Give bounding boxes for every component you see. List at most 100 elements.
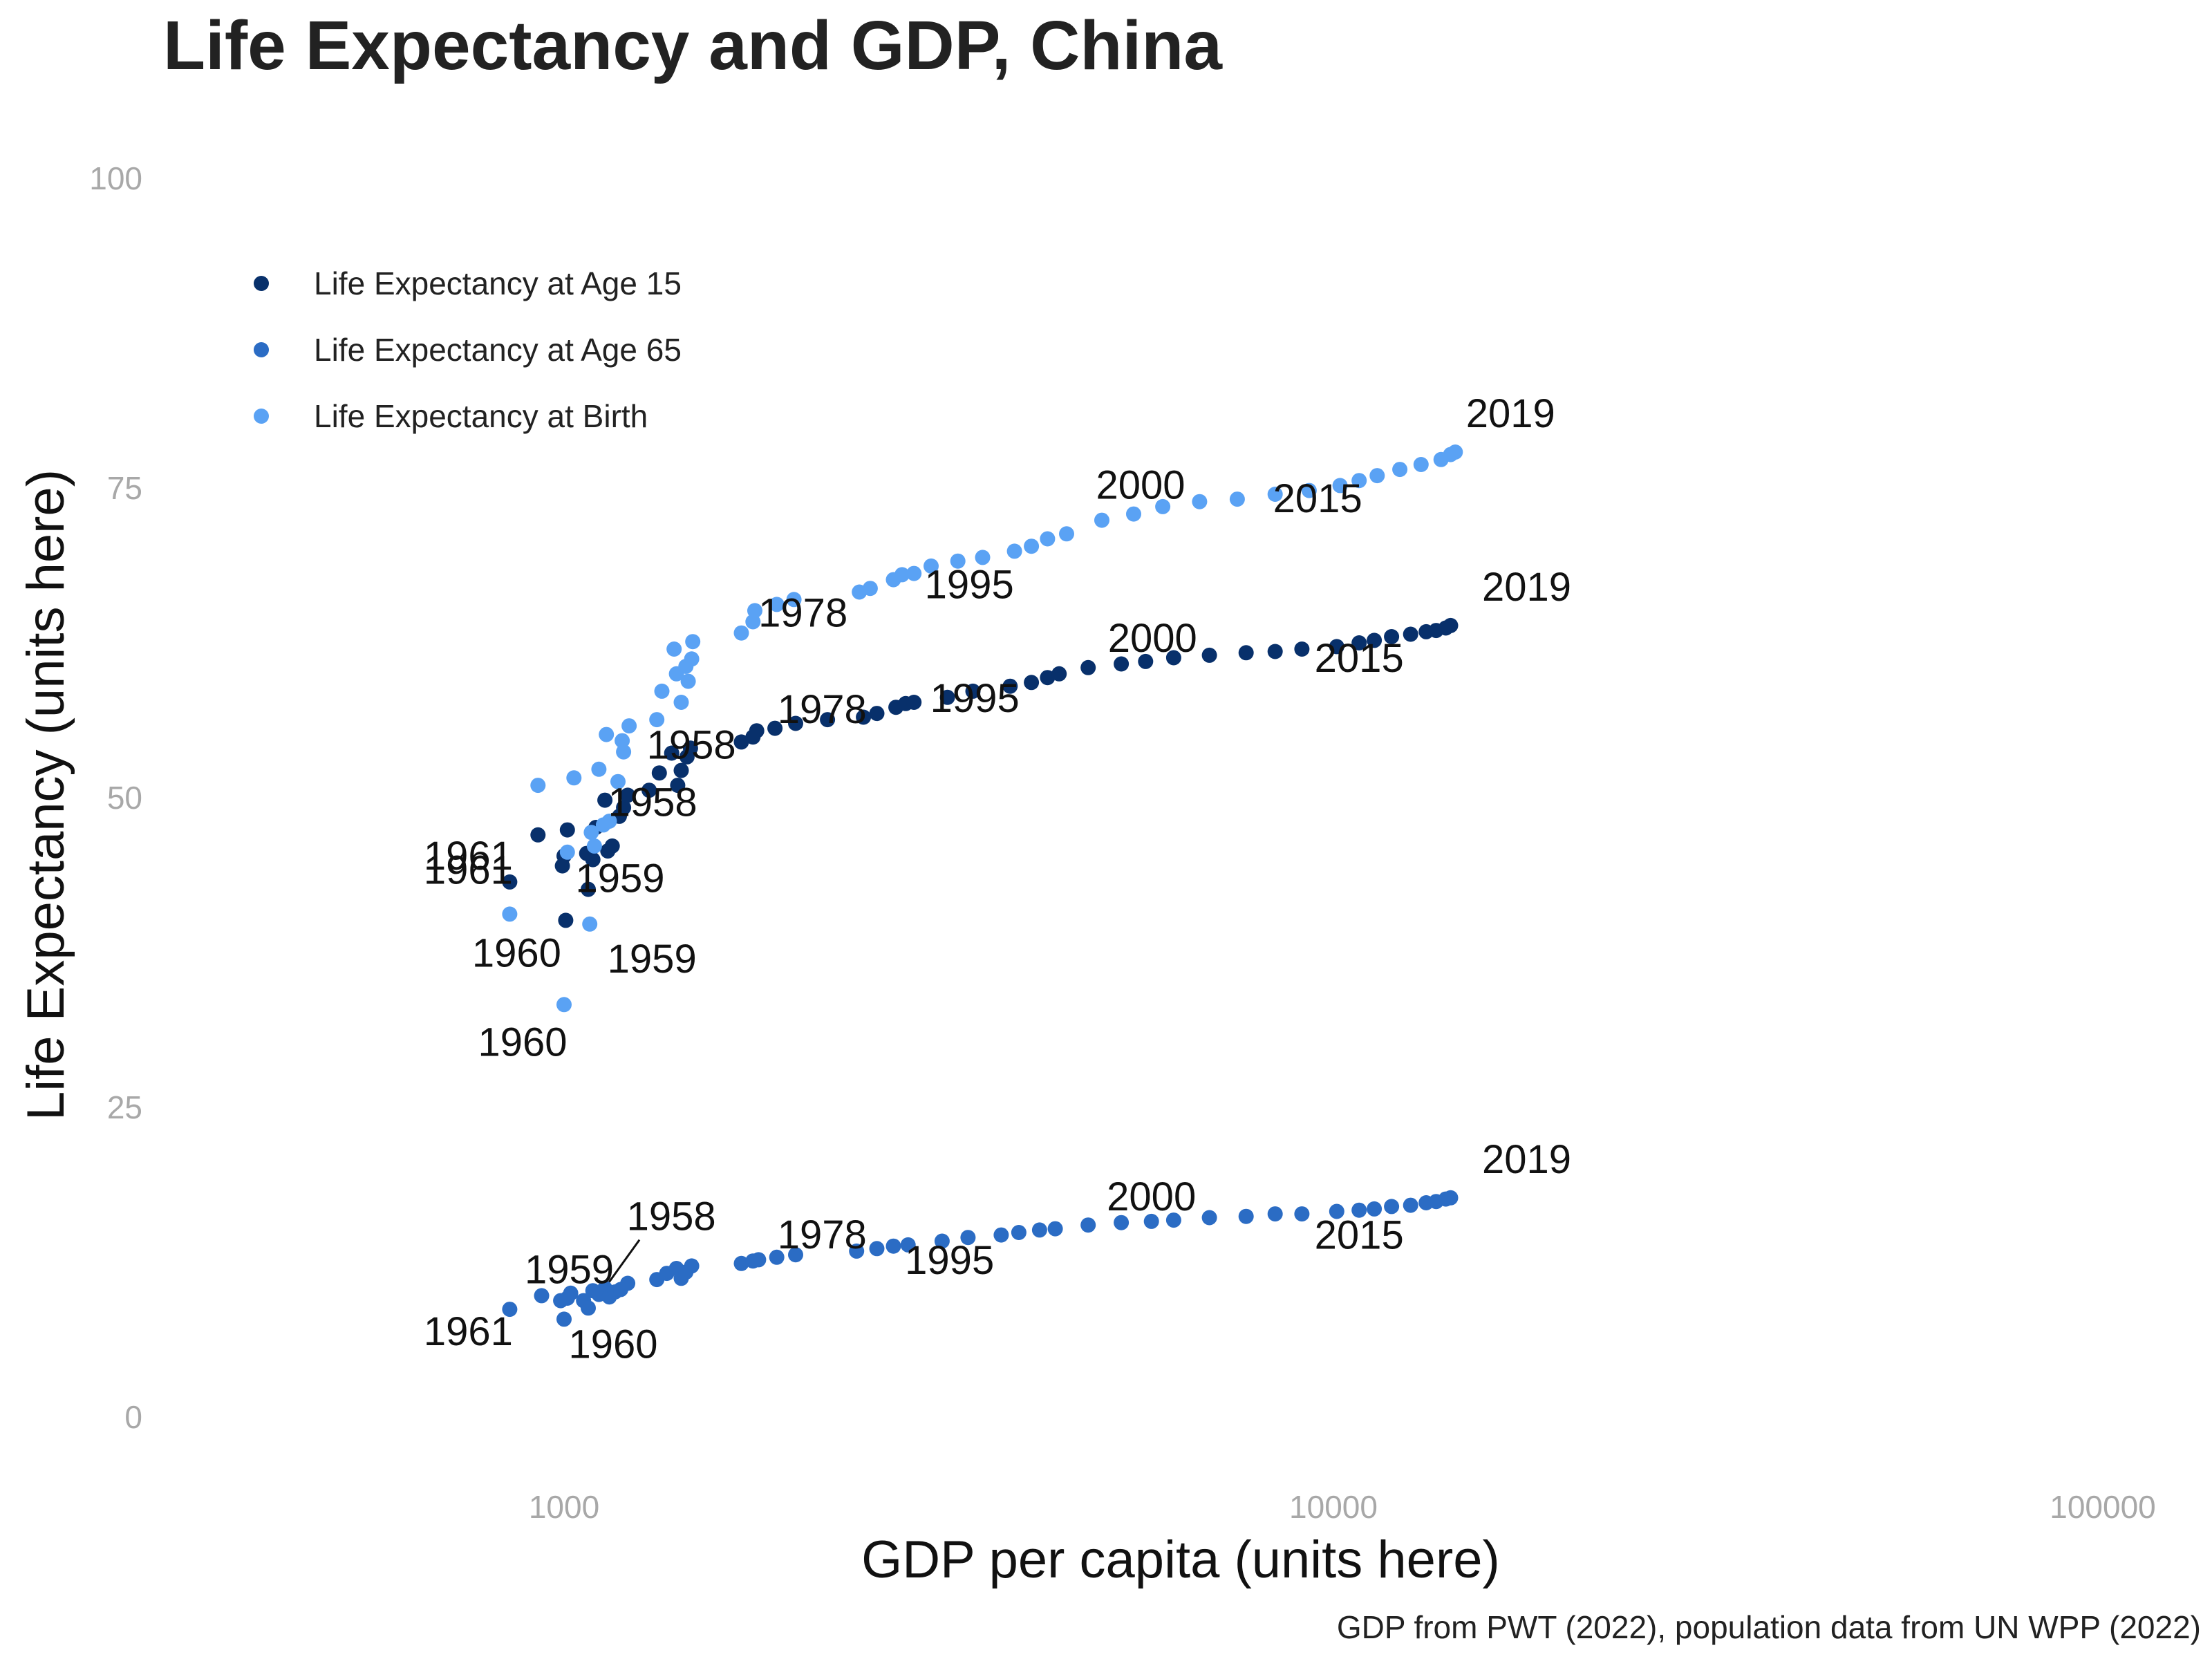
data-point [559, 844, 575, 860]
data-label: 1960 [568, 1322, 657, 1367]
label-leader-line [606, 1239, 641, 1285]
data-point [749, 723, 765, 739]
data-point [534, 1288, 550, 1304]
data-point [1238, 645, 1254, 661]
data-label: 1995 [905, 1238, 994, 1283]
data-point [1413, 457, 1429, 472]
data-point [581, 1300, 596, 1316]
data-point [975, 550, 991, 565]
data-labels: 1961 1959 1958 1978 1995 2000 2015 2019 1961 1959… [424, 391, 1571, 1367]
data-label: 1978 [758, 590, 847, 635]
data-point [1165, 1212, 1181, 1228]
data-point [610, 774, 626, 789]
data-point [1051, 666, 1067, 682]
data-point [654, 683, 670, 699]
data-point [733, 625, 749, 641]
data-point [1403, 626, 1418, 642]
data-label: 1978 [778, 1212, 867, 1257]
data-point [1165, 650, 1181, 666]
data-label: 2019 [1482, 565, 1571, 610]
data-point [556, 1311, 572, 1327]
data-point [924, 558, 939, 574]
data-label: 2000 [1107, 1174, 1196, 1219]
data-point [604, 838, 620, 854]
data-point [786, 592, 802, 608]
data-point [566, 770, 582, 786]
data-point [950, 553, 966, 569]
legend-key [254, 342, 269, 357]
y-tick-label: 100 [89, 160, 142, 196]
data-point [1332, 478, 1348, 494]
data-point [1024, 675, 1040, 691]
data-point [684, 1258, 700, 1274]
data-point [586, 838, 602, 854]
data-point [1114, 1215, 1130, 1230]
data-point [682, 740, 698, 756]
data-point [582, 916, 598, 932]
data-point [1094, 512, 1109, 528]
x-tick-label: 10000 [1289, 1489, 1378, 1525]
data-point [769, 597, 785, 612]
data-point [1447, 444, 1463, 460]
data-point [747, 603, 762, 619]
x-axis-ticks: 1000 10000 100000 [529, 1489, 2156, 1525]
data-point [1229, 491, 1245, 507]
data-label: 1958 [608, 780, 697, 825]
data-point [1201, 1210, 1217, 1226]
data-label: 2015 [1273, 476, 1362, 521]
data-point [894, 567, 910, 583]
data-point [649, 712, 665, 728]
data-point [673, 762, 689, 778]
data-point [1367, 632, 1382, 648]
data-point [502, 906, 518, 922]
data-point [885, 1238, 901, 1254]
data-point [1267, 1206, 1283, 1222]
data-point [597, 792, 613, 808]
data-label: 1958 [647, 723, 736, 768]
data-label: 1958 [627, 1194, 716, 1239]
data-point [620, 1275, 636, 1291]
data-point [559, 822, 575, 838]
data-point [1006, 543, 1022, 559]
data-point [502, 874, 518, 890]
data-point [900, 1237, 916, 1253]
data-point [960, 1230, 976, 1246]
data-point [1138, 653, 1154, 669]
label-leader-lines [606, 1239, 641, 1285]
data-point [939, 689, 955, 705]
data-point [820, 712, 836, 728]
data-point [530, 778, 546, 794]
data-point [621, 718, 637, 734]
data-point [1367, 1201, 1382, 1217]
data-point [641, 782, 657, 798]
data-point [664, 745, 679, 761]
data-point [788, 1247, 803, 1263]
data-point [993, 1227, 1009, 1243]
data-point [965, 683, 981, 699]
x-tick-label: 100000 [2050, 1489, 2156, 1525]
data-point [1443, 1190, 1459, 1206]
y-tick-label: 75 [107, 470, 142, 506]
data-point [558, 912, 574, 928]
legend-key [254, 276, 269, 291]
data-point [788, 715, 803, 731]
data-point [856, 709, 872, 725]
data-label: 1960 [478, 1020, 567, 1065]
data-point [601, 814, 617, 829]
data-label: 2019 [1466, 391, 1555, 436]
data-point [1031, 1222, 1047, 1238]
data-point [673, 695, 689, 710]
data-point [1024, 538, 1040, 554]
data-point [684, 651, 700, 667]
data-point [585, 852, 601, 868]
data-point [685, 634, 701, 650]
data-point [581, 881, 596, 897]
data-point [1011, 1225, 1027, 1240]
data-point [1114, 656, 1130, 672]
data-point [1329, 639, 1344, 655]
data-point [849, 1243, 865, 1259]
data-point [1040, 531, 1056, 547]
data-point [599, 727, 615, 742]
data-point [615, 733, 630, 749]
